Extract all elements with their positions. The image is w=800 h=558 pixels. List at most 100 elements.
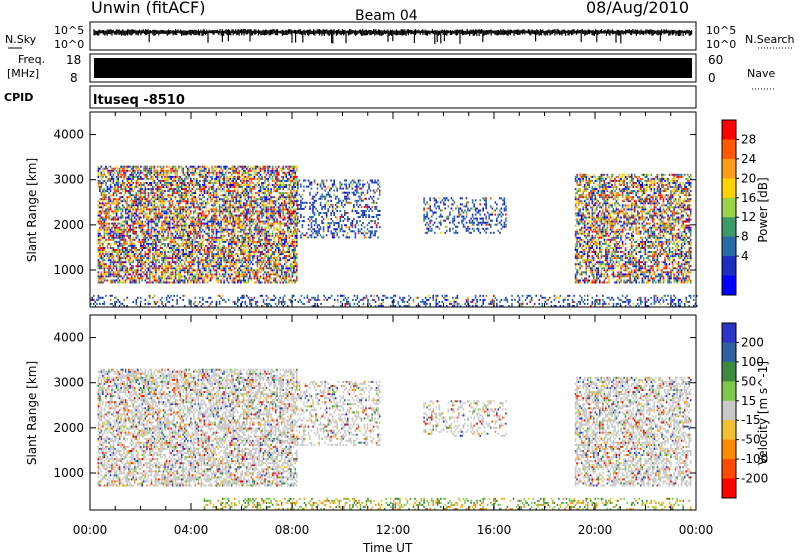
echo-cell [269,233,271,235]
echo-cell [196,233,198,235]
echo-cell [222,184,224,186]
echo-cell [239,273,241,275]
echo-cell [116,249,118,251]
echo-cell [190,265,192,267]
echo-cell [223,253,225,255]
echo-cell [255,231,257,233]
echo-cell [151,172,153,174]
echo-cell [137,227,139,229]
echo-cell [110,178,112,180]
echo-cell [185,200,187,202]
echo-cell [145,182,147,184]
echo-cell [246,233,248,235]
echo-cell [149,192,151,194]
echo-cell [120,239,122,241]
echo-cell [170,184,172,186]
echo-cell [176,168,178,170]
echo-cell [239,282,241,284]
echo-cell [176,247,178,249]
echo-cell [217,229,219,231]
echo-cell [216,180,218,182]
echo-cell [136,280,138,282]
noise-tick-top-right: 10^5 [706,24,736,37]
echo-cell [172,269,174,271]
echo-cell [260,210,262,212]
echo-cell [151,194,153,196]
echo-cell [246,210,248,212]
echo-cell [173,196,175,198]
echo-cell [251,200,253,202]
echo-cell [139,208,141,210]
echo-cell [160,229,162,231]
echo-cell [219,265,221,267]
echo-cell [116,182,118,184]
echo-cell [251,233,253,235]
echo-cell [126,166,128,168]
echo-cell [257,229,259,231]
echo-cell [98,233,100,235]
echo-cell [245,251,247,253]
echo-cell [225,178,227,180]
echo-cell [216,206,218,208]
echo-cell [237,192,239,194]
echo-cell [264,277,266,279]
echo-cell [220,212,222,214]
echo-cell [116,231,118,233]
echo-cell [145,239,147,241]
echo-cell [173,267,175,269]
echo-cell [214,259,216,261]
echo-cell [263,249,265,251]
echo-cell [154,180,156,182]
echo-cell [189,176,191,178]
echo-cell [234,257,236,259]
echo-cell [217,253,219,255]
echo-cell [104,259,106,261]
echo-cell [132,251,134,253]
echo-cell [148,245,150,247]
echo-cell [223,217,225,219]
echo-cell [114,259,116,261]
echo-cell [267,221,269,223]
echo-cell [226,225,228,227]
echo-cell [114,210,116,212]
echo-cell [158,186,160,188]
echo-cell [251,269,253,271]
echo-cell [204,251,206,253]
echo-cell [225,269,227,271]
echo-cell [243,192,245,194]
echo-cell [122,231,124,233]
echo-cell [264,168,266,170]
echo-cell [240,267,242,269]
echo-cell [155,223,157,225]
echo-cell [184,221,186,223]
echo-cell [101,237,103,239]
echo-cell [161,237,163,239]
echo-cell [270,277,272,279]
echo-cell [181,227,183,229]
echo-cell [192,225,194,227]
echo-cell [140,277,142,279]
echo-cell [101,174,103,176]
echo-cell [243,241,245,243]
echo-cell [202,210,204,212]
echo-cell [140,255,142,257]
echo-cell [273,229,275,231]
echo-cell [229,182,231,184]
echo-cell [99,198,101,200]
echo-cell [240,194,242,196]
echo-cell [140,196,142,198]
echo-cell [199,223,201,225]
echo-cell [204,253,206,255]
echo-cell [189,243,191,245]
echo-cell [239,269,241,271]
echo-cell [193,243,195,245]
echo-cell [123,225,125,227]
echo-cell [201,168,203,170]
echo-cell [101,255,103,257]
echo-cell [266,166,268,168]
echo-cell [110,235,112,237]
echo-cell [232,237,234,239]
echo-cell [175,178,177,180]
echo-cell [113,233,115,235]
echo-cell [184,186,186,188]
